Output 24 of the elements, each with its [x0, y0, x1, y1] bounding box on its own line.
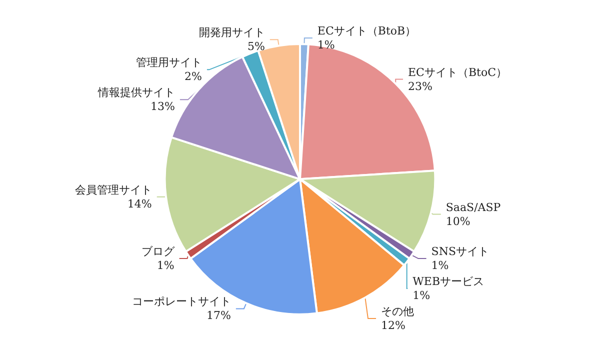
slice-label: ECサイト（BtoB）	[317, 24, 416, 38]
slice-label: 情報提供サイト	[96, 86, 175, 100]
slice-label: SNSサイト	[431, 245, 489, 258]
data-label: 12%	[381, 319, 406, 332]
data-label: 2%	[184, 70, 202, 84]
slice-label: 会員管理サイト	[74, 183, 152, 196]
data-label: 23%	[408, 80, 432, 93]
data-label: 1%	[412, 289, 430, 302]
slice-label: その他	[381, 305, 414, 318]
data-label: 5%	[247, 40, 265, 54]
slice-label: ECサイト（BtoC）	[408, 66, 508, 79]
data-label: 17%	[206, 309, 231, 322]
data-label: 14%	[127, 197, 152, 210]
slice-label: コーポレートサイト	[132, 295, 231, 308]
data-label: 13%	[150, 100, 175, 114]
data-label: 1%	[156, 259, 174, 272]
data-label: 1%	[431, 259, 449, 272]
slice-label: ブログ	[141, 245, 176, 258]
slice-label: WEBサービス	[412, 275, 484, 288]
data-label: 1%	[317, 38, 335, 52]
data-label: 10%	[446, 214, 470, 228]
slice-label: SaaS/ASP	[446, 200, 502, 214]
slice-label: 開発用サイト	[198, 26, 265, 40]
slice-label: 管理用サイト	[136, 56, 202, 70]
